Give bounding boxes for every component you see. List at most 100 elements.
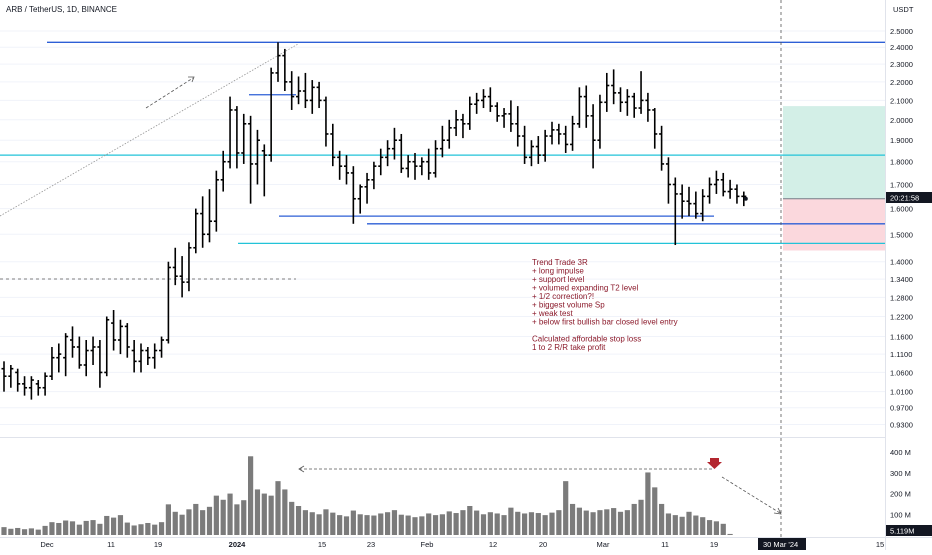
volume-axis-ticks: 400 M 300 M 200 M 100 M: [890, 448, 911, 519]
price-tick-label[interactable]: 1.5000: [890, 230, 913, 239]
annotation-line: + weak test: [532, 309, 573, 318]
time-tick-label[interactable]: 19: [154, 540, 162, 549]
volume-bar: [700, 517, 706, 535]
time-tick-label[interactable]: 12: [489, 540, 497, 549]
price-bars: [1, 42, 748, 400]
annotation-line: 1 to 2 R/R take profit: [532, 343, 606, 352]
time-tick-label[interactable]: 23: [367, 540, 375, 549]
price-tick-label[interactable]: 2.0000: [890, 116, 913, 125]
price-axis-ticks[interactable]: 2.5000 2.4000 2.3000 2.2000 2.1000 2.0000 1.90…: [890, 27, 913, 430]
volume-bar: [104, 515, 110, 535]
volume-bar: [522, 513, 528, 535]
price-tick-label[interactable]: 2.2000: [890, 78, 913, 87]
volume-bar: [727, 533, 733, 535]
price-tick-label[interactable]: 1.1100: [890, 350, 912, 359]
volume-decline-arrow[interactable]: [773, 507, 782, 515]
volume-bar: [378, 513, 384, 535]
volume-bar: [720, 523, 726, 535]
volume-bar: [220, 499, 226, 535]
current-volume-badge: 5.119M: [886, 525, 932, 536]
price-tick-label[interactable]: 2.1000: [890, 96, 913, 105]
volume-tick-label: 200 M: [890, 490, 911, 499]
trend-line[interactable]: [0, 43, 299, 217]
volume-bar: [371, 515, 377, 535]
volume-bar: [563, 481, 569, 535]
time-tick-label[interactable]: 11: [107, 540, 115, 549]
price-tick-label[interactable]: 1.0100: [890, 388, 913, 397]
volume-bar: [385, 512, 391, 535]
volume-bar: [42, 525, 48, 535]
annotation-line: + 1/2 correction?!: [532, 292, 594, 301]
price-tick-label[interactable]: 1.2800: [890, 293, 913, 302]
volume-bar: [556, 510, 562, 535]
volume-bar: [295, 506, 302, 535]
take-profit-zone[interactable]: [783, 106, 885, 199]
price-tick-label[interactable]: 2.3000: [890, 60, 913, 69]
time-axis[interactable]: Dec 11 19 2024 15 23 Feb 12 20 Mar 11 19 15: [40, 540, 884, 549]
price-tick-label[interactable]: 2.4000: [890, 43, 913, 52]
volume-bar: [652, 487, 658, 535]
time-tick-label[interactable]: Dec: [40, 540, 54, 549]
price-tick-label[interactable]: 1.2200: [890, 312, 913, 321]
time-tick-label[interactable]: 2024: [229, 540, 247, 549]
price-tick-label[interactable]: 1.1600: [890, 333, 913, 342]
volume-bar: [309, 512, 315, 535]
time-tick-label[interactable]: 19: [710, 540, 718, 549]
volume-bar: [398, 514, 404, 535]
price-tick-label[interactable]: 2.5000: [890, 27, 913, 36]
price-tick-label[interactable]: 1.9000: [890, 136, 913, 145]
trade-annotation[interactable]: Trend Trade 3R+ long impulse+ support le…: [532, 258, 678, 352]
price-tick-label[interactable]: 1.6000: [890, 205, 913, 214]
volume-bar: [261, 493, 267, 535]
stop-loss-zone[interactable]: [783, 198, 885, 251]
volume-bar: [124, 522, 130, 535]
volume-decline-line[interactable]: [721, 476, 781, 514]
current-price-marker: [743, 196, 748, 201]
time-tick-label[interactable]: 11: [661, 540, 669, 549]
projection-arrow-head[interactable]: [188, 76, 195, 83]
price-tick-label[interactable]: 1.0600: [890, 368, 913, 377]
volume-bar: [152, 524, 158, 535]
volume-bar: [474, 510, 480, 535]
symbol-title[interactable]: ARB / TetherUS, 1D, BINANCE: [6, 5, 117, 14]
volume-bar: [268, 495, 274, 535]
volume-tick-label: 300 M: [890, 469, 911, 478]
time-tick-label[interactable]: Feb: [421, 540, 434, 549]
volume-bar: [323, 509, 329, 535]
volume-bar: [487, 512, 493, 535]
volume-bar: [624, 510, 630, 535]
time-tick-label[interactable]: 20: [539, 540, 547, 549]
volume-bar: [337, 515, 343, 535]
peak-volume-arrow[interactable]: [707, 458, 722, 469]
position-zones[interactable]: [783, 106, 885, 251]
price-tick-label[interactable]: 1.3400: [890, 275, 913, 284]
annotation-line: Trend Trade 3R: [532, 258, 588, 267]
volume-compare-arrow[interactable]: [298, 465, 305, 473]
volume-bar: [158, 522, 165, 535]
volume-bar: [364, 515, 370, 535]
volume-bar: [631, 503, 637, 535]
price-tick-label[interactable]: 1.7000: [890, 180, 913, 189]
time-tick-label[interactable]: 15: [876, 540, 884, 549]
trend-drawings[interactable]: [0, 0, 782, 537]
projection-arrow[interactable]: [145, 77, 194, 109]
time-tick-label[interactable]: 15: [318, 540, 326, 549]
currency-label[interactable]: USDT: [893, 5, 914, 14]
volume-bar: [90, 520, 96, 535]
price-tick-label[interactable]: 0.9700: [890, 404, 913, 413]
cursor-date-badge: 30 Mar '24: [758, 538, 806, 550]
volume-bar: [686, 511, 692, 535]
time-tick-label[interactable]: Mar: [597, 540, 610, 549]
volume-bar: [21, 529, 28, 535]
volume-bar: [432, 515, 439, 535]
price-tick-label[interactable]: 0.9300: [890, 421, 913, 430]
volume-bar: [343, 516, 350, 535]
volume-bar: [672, 515, 678, 535]
annotation-line: Calculated affordable stop loss: [532, 335, 641, 344]
volume-bar: [69, 521, 76, 535]
volume-bar: [275, 481, 281, 535]
price-tick-label[interactable]: 1.8000: [890, 158, 913, 167]
price-tick-label[interactable]: 1.4000: [890, 258, 913, 267]
